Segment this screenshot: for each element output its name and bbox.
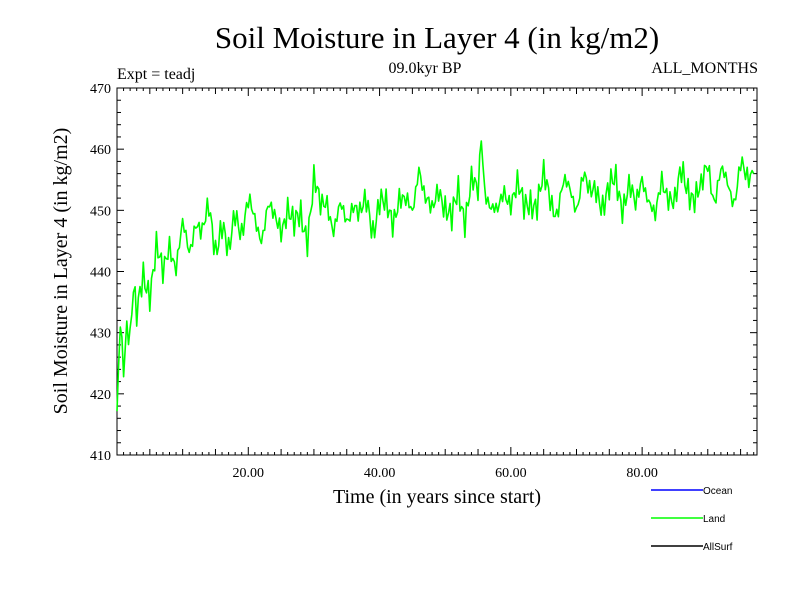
plot-frame: [116, 87, 758, 456]
plot-area: 410 420 430 440 450 460 470 20.00 40.00 60.00 80.…: [90, 82, 758, 481]
y-axis: 410 420 430 440 450 460 470: [90, 82, 757, 464]
y-tick-label: 470: [90, 82, 111, 97]
y-tick-label: 430: [90, 327, 111, 342]
x-tick-label: 80.00: [626, 466, 658, 481]
legend-label-allsurf: AllSurf: [703, 542, 733, 553]
y-axis-label: Soil Moisture in Layer 4 (in kg/m2): [50, 128, 72, 415]
y-tick-label: 450: [90, 204, 111, 219]
x-tick-label: 40.00: [364, 466, 396, 481]
series-line-land: [116, 140, 755, 412]
experiment-label: Expt = teadj: [117, 66, 195, 83]
series-layer: [116, 140, 755, 412]
legend: Ocean Land AllSurf: [651, 486, 733, 553]
months-label: ALL_MONTHS: [651, 60, 758, 77]
x-tick-label: 60.00: [495, 466, 527, 481]
y-tick-label: 420: [90, 388, 111, 403]
x-axis-label: Time (in years since start): [333, 486, 541, 508]
x-tick-label: 20.00: [233, 466, 265, 481]
subtitle-period: 09.0kyr BP: [389, 60, 462, 77]
x-axis: 20.00 40.00 60.00 80.00: [123, 88, 755, 481]
legend-label-ocean: Ocean: [703, 486, 732, 497]
legend-label-land: Land: [703, 514, 725, 525]
chart-title: Soil Moisture in Layer 4 (in kg/m2): [215, 20, 659, 55]
y-tick-label: 460: [90, 143, 111, 158]
y-tick-label: 440: [90, 266, 111, 281]
y-tick-label: 410: [90, 449, 111, 464]
